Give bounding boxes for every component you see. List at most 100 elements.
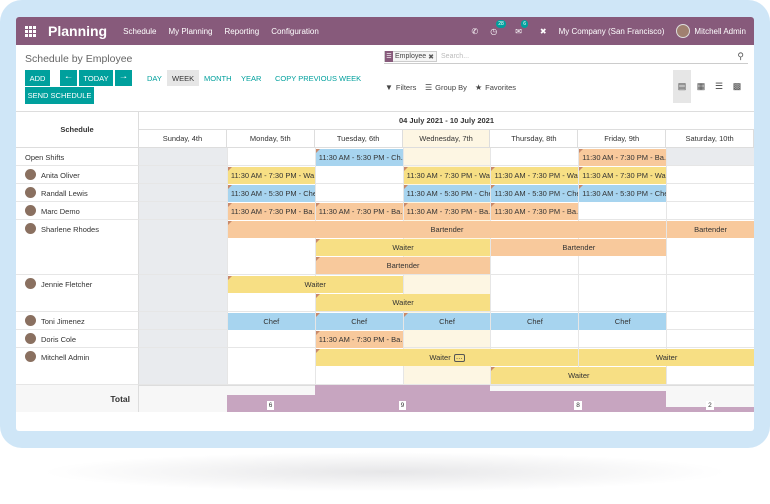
app-name[interactable]: Planning xyxy=(48,23,108,39)
facet-remove-icon[interactable]: ✖ xyxy=(428,53,435,61)
tools-icon[interactable]: ✖ xyxy=(539,26,547,36)
scale-year[interactable]: YEAR xyxy=(241,73,262,83)
column-divider xyxy=(578,148,580,385)
gantt-view-icon[interactable]: ▤ xyxy=(673,70,691,103)
previous-week-button[interactable]: 🠐 xyxy=(60,70,77,86)
shift-pill[interactable]: Waiter xyxy=(227,276,403,293)
search-icon[interactable]: ⚲ xyxy=(737,51,744,61)
shift-pill[interactable]: 11:30 AM - 7:30 PM - Wa... xyxy=(403,167,491,184)
column-divider xyxy=(314,148,316,385)
shift-pill[interactable]: Chef xyxy=(491,313,579,330)
row-open-shifts[interactable]: Open Shifts xyxy=(16,148,139,166)
day-header: Friday, 9th xyxy=(578,130,667,148)
phone-icon[interactable]: ✆ xyxy=(471,26,479,36)
shift-pill[interactable]: Chef xyxy=(315,313,403,330)
shift-label: Bartender xyxy=(562,243,596,252)
shift-pill[interactable]: 11:30 AM - 7:30 PM - Wa... xyxy=(491,167,579,184)
menu-my-planning[interactable]: My Planning xyxy=(168,26,213,36)
shift-pill[interactable]: Waiter xyxy=(315,239,491,256)
shift-pill[interactable]: Bartender xyxy=(315,257,491,274)
scale-month[interactable]: MONTH xyxy=(204,73,232,83)
shift-label: 11:30 AM - 7:30 PM - Ba... xyxy=(318,335,403,344)
menu-configuration[interactable]: Configuration xyxy=(271,26,319,36)
shift-pill[interactable]: Bartender xyxy=(667,221,754,238)
user-menu[interactable]: Mitchell Admin xyxy=(676,24,746,38)
shift-label: Bartender xyxy=(430,225,464,234)
systray: ✆ ◷ 28 ✉ 6 ✖ My Company (San Francisco) Mi… xyxy=(460,17,746,45)
calendar-view-icon[interactable]: ▦ xyxy=(696,81,706,91)
activity-icon[interactable]: ◷ 28 xyxy=(490,19,506,36)
search-input[interactable]: Search... xyxy=(441,53,470,60)
scale-week[interactable]: WEEK xyxy=(167,70,200,86)
shift-pill[interactable]: Waiter… xyxy=(315,349,579,366)
shift-pill[interactable]: 11:30 AM - 5:30 PM - Chef xyxy=(579,185,667,202)
today-button[interactable]: TODAY xyxy=(79,70,113,86)
shift-pill[interactable]: 11:30 AM - 5:30 PM - Chef xyxy=(403,185,491,202)
shift-pill[interactable]: 11:30 AM - 7:30 PM - Ba... xyxy=(227,203,315,220)
shift-label: 11:30 AM - 7:30 PM - Wa... xyxy=(406,171,491,180)
messages-icon[interactable]: ✉ 6 xyxy=(515,19,528,36)
search-bar[interactable]: ☰ Employee ✖ Search... ⚲ xyxy=(384,50,748,64)
row-toni-jimenez[interactable]: Toni Jimenez xyxy=(16,312,139,330)
kanban-view-icon[interactable]: ▩ xyxy=(732,81,742,91)
shift-pill[interactable]: Waiter xyxy=(315,294,491,311)
shift-pill[interactable]: Waiter xyxy=(579,349,754,366)
shift-label: 11:30 AM - 7:30 PM - Wa... xyxy=(230,171,315,180)
user-avatar xyxy=(676,24,691,38)
shift-pill[interactable]: Chef xyxy=(227,313,315,330)
employee-name: Doris Cole xyxy=(41,335,77,344)
row-mitchell-admin[interactable]: Mitchell Admin xyxy=(16,348,139,385)
shift-pill[interactable]: 11:30 AM - 7:30 PM - Ba... xyxy=(315,203,403,220)
shift-pill[interactable]: Chef xyxy=(579,313,667,330)
favorites-label: Favorites xyxy=(485,83,517,92)
row-divider xyxy=(139,347,754,348)
row-anita-oliver[interactable]: Anita Oliver xyxy=(16,166,139,184)
row-sharlene-rhodes[interactable]: Sharlene Rhodes xyxy=(16,220,139,275)
page-title: Schedule by Employee xyxy=(25,53,133,65)
shift-pill[interactable]: Waiter xyxy=(491,367,667,384)
shift-pill[interactable]: 11:30 AM - 7:30 PM - Wa... xyxy=(579,167,667,184)
row-doris-cole[interactable]: Doris Cole xyxy=(16,330,139,348)
shift-label: 11:30 AM - 7:30 PM - Wa... xyxy=(582,171,667,180)
weekend-shade xyxy=(139,148,227,385)
shift-pill[interactable]: 11:30 AM - 5:30 PM - Ch... xyxy=(315,149,403,166)
row-divider xyxy=(139,311,754,312)
shift-label: 11:30 AM - 5:30 PM - Ch... xyxy=(318,153,403,162)
menu-reporting[interactable]: Reporting xyxy=(224,26,260,36)
row-jennie-fletcher[interactable]: Jennie Fletcher xyxy=(16,275,139,312)
row-randall-lewis[interactable]: Randall Lewis xyxy=(16,184,139,202)
shift-pill[interactable]: Bartender xyxy=(491,239,667,256)
list-view-icon[interactable]: ☰ xyxy=(714,81,724,91)
send-schedule-button[interactable]: SEND SCHEDULE xyxy=(25,87,94,104)
shift-pill[interactable]: 11:30 AM - 7:30 PM - Wa... xyxy=(227,167,315,184)
shift-label: 11:30 AM - 7:30 PM - Ba... xyxy=(406,207,491,216)
total-value: 6 xyxy=(266,401,275,410)
company-switcher[interactable]: My Company (San Francisco) xyxy=(558,26,665,36)
facet-label: Employee xyxy=(395,53,427,60)
column-divider xyxy=(490,148,492,385)
add-button[interactable]: ADD xyxy=(25,70,50,86)
shift-pill[interactable]: 11:30 AM - 7:30 PM - Ba... xyxy=(579,149,667,166)
column-divider xyxy=(666,148,668,385)
shift-pill[interactable]: Bartender xyxy=(227,221,667,238)
shift-pill[interactable]: 11:30 AM - 5:30 PM - Chef xyxy=(491,185,579,202)
apps-menu-icon[interactable] xyxy=(16,17,44,45)
shift-pill[interactable]: Chef xyxy=(403,313,491,330)
copy-previous-week-button[interactable]: COPY PREVIOUS WEEK xyxy=(275,73,362,83)
group-by-facet-icon: ☰ xyxy=(385,51,393,62)
shift-pill[interactable]: 11:30 AM - 7:30 PM - Ba... xyxy=(403,203,491,220)
favorites-dropdown[interactable]: ★ Favorites xyxy=(475,83,516,92)
shift-pill[interactable]: 11:30 AM - 7:30 PM - Ba... xyxy=(315,331,403,348)
next-week-button[interactable]: 🠒 xyxy=(115,70,132,86)
comment-icon: … xyxy=(453,353,465,362)
menu-schedule[interactable]: Schedule xyxy=(123,26,157,36)
shift-pill[interactable]: 11:30 AM - 7:30 PM - Ba... xyxy=(491,203,579,220)
filters-dropdown[interactable]: ▼ Filters xyxy=(385,83,416,92)
shift-pill[interactable]: 11:30 AM - 5:30 PM - Chef xyxy=(227,185,315,202)
shift-label: 11:30 AM - 7:30 PM - Ba... xyxy=(494,207,579,216)
groupby-dropdown[interactable]: ☰ Group By xyxy=(425,83,467,92)
shift-label: 11:30 AM - 5:30 PM - Chef xyxy=(406,189,491,198)
scale-day[interactable]: DAY xyxy=(147,73,162,83)
employee-name: Sharlene Rhodes xyxy=(41,225,99,234)
row-marc-demo[interactable]: Marc Demo xyxy=(16,202,139,220)
